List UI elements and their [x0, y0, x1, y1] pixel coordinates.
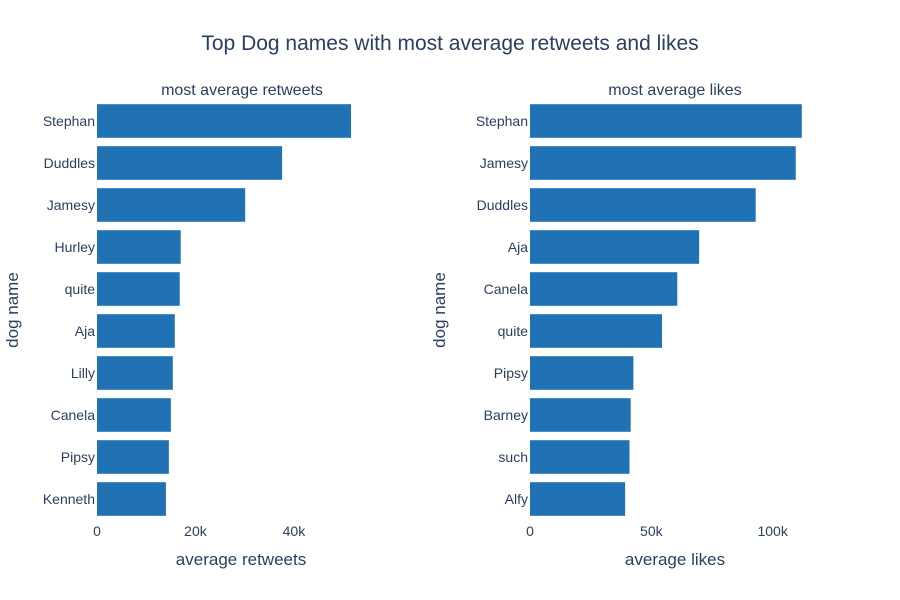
category-label: Canela [484, 281, 529, 297]
bar-such [530, 440, 630, 474]
bar-duddles [97, 146, 283, 180]
category-label: Duddles [477, 197, 528, 213]
bar-quite [97, 272, 180, 306]
bar-duddles [530, 188, 756, 222]
category-label: Pipsy [494, 365, 528, 381]
bar-canela [97, 398, 171, 432]
bar-stephan [530, 104, 802, 138]
category-label: Canela [51, 407, 96, 423]
x-axis-title: average retweets [176, 550, 306, 569]
category-label: Barney [484, 407, 528, 423]
category-label: Aja [75, 323, 95, 339]
bar-quite [530, 314, 663, 348]
x-tick-label: 20k [184, 523, 208, 539]
y-axis-title: dog name [430, 272, 449, 348]
category-label: such [498, 449, 528, 465]
category-label: Stephan [476, 113, 528, 129]
x-tick-label: 0 [93, 523, 101, 539]
bar-lilly [97, 356, 173, 390]
x-tick-label: 40k [283, 523, 307, 539]
category-label: Pipsy [61, 449, 95, 465]
bar-canela [530, 272, 678, 306]
category-label: Alfy [505, 491, 528, 507]
bar-stephan [97, 104, 352, 138]
category-label: Jamesy [480, 155, 528, 171]
category-label: Jamesy [47, 197, 95, 213]
bar-pipsy [97, 440, 169, 474]
chart-title: Top Dog names with most average retweets… [201, 32, 698, 55]
category-label: Kenneth [43, 491, 95, 507]
bar-barney [530, 398, 631, 432]
category-label: quite [65, 281, 96, 297]
retweets-panel: most average retweets Stephan Duddles James… [3, 82, 352, 569]
bar-jamesy [97, 188, 246, 222]
bar-pipsy [530, 356, 634, 390]
category-label: Hurley [55, 239, 95, 255]
x-tick-label: 0 [526, 523, 534, 539]
category-label: quite [498, 323, 529, 339]
bar-aja [530, 230, 700, 264]
category-label: Lilly [71, 365, 95, 381]
bar-kenneth [97, 482, 166, 516]
subplot-title: most average likes [608, 82, 741, 99]
x-tick-label: 50k [640, 523, 664, 539]
bar-jamesy [530, 146, 796, 180]
bar-alfy [530, 482, 626, 516]
bar-aja [97, 314, 175, 348]
x-axis-title: average likes [625, 550, 725, 569]
category-label: Duddles [44, 155, 95, 171]
subplot-title: most average retweets [161, 82, 323, 99]
category-label: Aja [508, 239, 528, 255]
y-axis-title: dog name [3, 272, 22, 348]
likes-panel: most average likes Stephan Jamesy Duddles Aj… [430, 82, 802, 569]
x-tick-label: 100k [757, 523, 788, 539]
bar-hurley [97, 230, 181, 264]
category-label: Stephan [43, 113, 95, 129]
